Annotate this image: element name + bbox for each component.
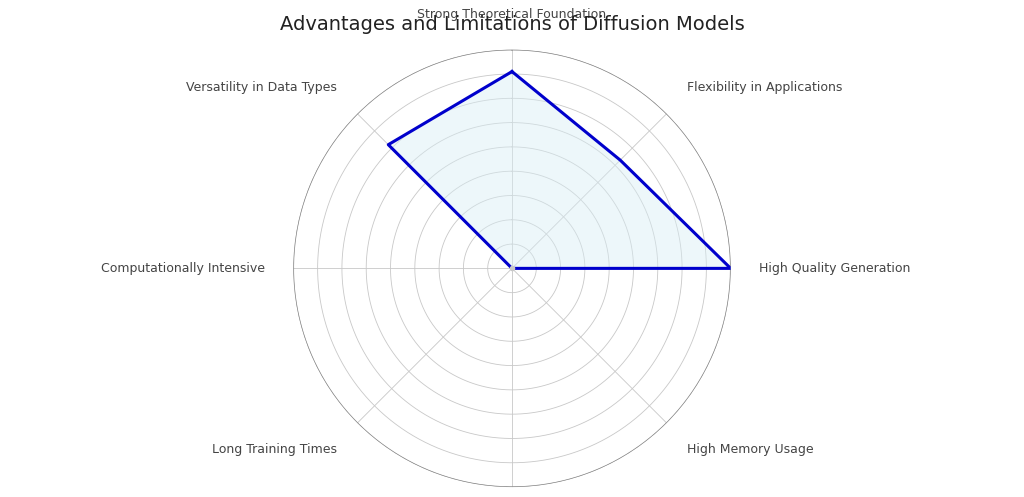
Text: Flexibility in Applications: Flexibility in Applications [687, 81, 842, 93]
Text: High Memory Usage: High Memory Usage [687, 443, 813, 456]
Text: Advantages and Limitations of Diffusion Models: Advantages and Limitations of Diffusion … [280, 15, 744, 34]
Polygon shape [388, 72, 731, 268]
Text: Long Training Times: Long Training Times [212, 443, 337, 456]
Text: Strong Theoretical Foundation: Strong Theoretical Foundation [418, 8, 606, 21]
Text: Computationally Intensive: Computationally Intensive [101, 262, 265, 275]
Text: High Quality Generation: High Quality Generation [759, 262, 910, 275]
Text: Versatility in Data Types: Versatility in Data Types [186, 81, 337, 93]
